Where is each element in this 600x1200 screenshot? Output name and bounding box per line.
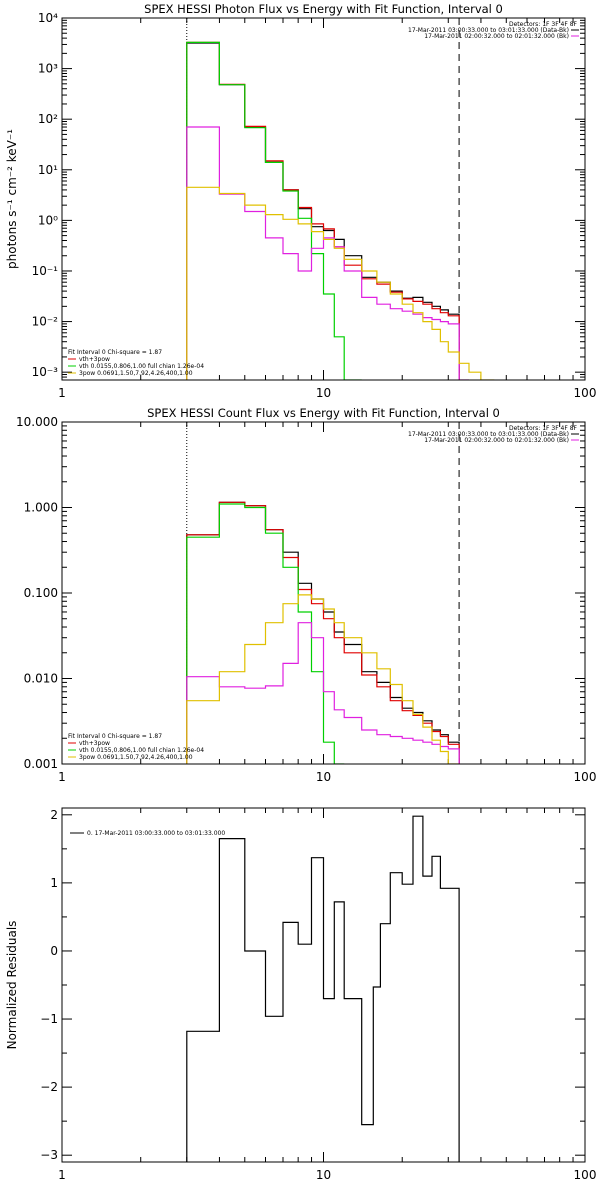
- series-group: [186, 815, 460, 1162]
- series-line-3: [186, 622, 460, 764]
- y-tick-label: 1: [50, 876, 58, 890]
- y-tick-label: 10¹: [38, 163, 58, 177]
- legend-entry-label: 17-Mar-2011 02:00:32.000 to 02:01:32.000…: [424, 33, 569, 40]
- series-line-1: [186, 41, 460, 380]
- legend-entry-label: vth+3pow: [79, 356, 110, 363]
- x-tick-label: 100: [574, 770, 597, 784]
- legend-entry-label: 0. 17-Mar-2011 03:00:33.000 to 03:01:33.…: [87, 830, 225, 837]
- x-tick-label: 1: [58, 1168, 66, 1182]
- chart-panel-0: SPEX HESSI Photon Flux vs Energy with Fi…: [5, 2, 596, 400]
- y-tick-label: 10²: [38, 112, 58, 126]
- y-tick-label: 10⁻²: [32, 315, 59, 329]
- plot-frame: [61, 807, 586, 1163]
- y-axis-label: Normalized Residuals: [5, 921, 19, 1050]
- x-tick-label: 1: [58, 386, 66, 400]
- y-tick-label: 10⁻¹: [32, 264, 59, 278]
- series-line-2: [186, 41, 362, 380]
- x-tick-label: 1: [58, 770, 66, 784]
- legend-entry-label: 17-Mar-2011 02:00:32.000 to 02:01:32.000…: [424, 437, 569, 444]
- x-tick-label: 10: [316, 1168, 331, 1182]
- y-tick-label: 0.100: [24, 586, 58, 600]
- x-tick-label: 100: [574, 386, 597, 400]
- y-tick-label: 10³: [38, 62, 58, 76]
- y-tick-label: 2: [50, 808, 58, 822]
- y-tick-label: −1: [40, 1012, 58, 1026]
- x-tick-label: 10: [316, 386, 331, 400]
- y-tick-label: 10⁰: [38, 213, 58, 227]
- y-tick-label: 1.000: [24, 501, 58, 515]
- y-tick-label: 10⁴: [38, 11, 58, 25]
- series-line-0: [186, 42, 460, 380]
- legend-entry-label: 17-Mar-2011 03:00:33.000 to 03:01:33.000…: [408, 27, 569, 34]
- legend-entry-label: 3pow 0.0691,1.50,7.92,4.26,400,1.00: [79, 370, 193, 377]
- legend-entry-label: vth 0.0155,0.806,1.00 full chian 1.26e-0…: [79, 363, 204, 370]
- y-axis-label: photons s⁻¹ cm⁻² keV⁻¹: [5, 129, 19, 269]
- legend-header: Fit Interval 0 Chi-square = 1.87: [68, 349, 162, 356]
- series-line-0: [186, 815, 460, 1162]
- y-tick-label: 0.010: [24, 672, 58, 686]
- x-tick-label: 10: [316, 770, 331, 784]
- chart-title: SPEX HESSI Count Flux vs Energy with Fit…: [147, 406, 500, 420]
- plot-frame: [61, 421, 586, 765]
- legend-header: Detectors: 1F 3F 4F 8F: [509, 21, 578, 28]
- y-tick-label: 0.001: [24, 757, 58, 771]
- y-tick-label: 10.000: [16, 415, 58, 429]
- series-line-4: [186, 186, 495, 380]
- chart-title: SPEX HESSI Photon Flux vs Energy with Fi…: [144, 2, 503, 16]
- series-line-3: [186, 126, 469, 380]
- series-line-4: [186, 594, 460, 764]
- plot-frame: [61, 17, 586, 381]
- series-line-2: [186, 503, 345, 764]
- chart-panel-2: Normalized Residuals 1 10 100 −3 −2 −1 0 1 2 0. 17…: [5, 807, 597, 1182]
- y-tick-label: 0: [50, 944, 58, 958]
- legend-header: Detectors: 1F 3F 4F 8F: [509, 425, 578, 432]
- legend-entry-label: vth 0.0155,0.806,1.00 full chian 1.26e-0…: [79, 747, 204, 754]
- y-tick-label: 10⁻³: [32, 365, 59, 379]
- chart-panel-1: SPEX HESSI Count Flux vs Energy with Fit…: [16, 406, 596, 784]
- legend-entry-label: vth+3pow: [79, 740, 110, 747]
- series-group: [186, 41, 495, 380]
- legend-header: Fit Interval 0 Chi-square = 1.87: [68, 733, 162, 740]
- legend-entry-label: 17-Mar-2011 03:00:33.000 to 03:01:33.000…: [408, 431, 569, 438]
- series-group: [186, 501, 460, 764]
- y-tick-label: −3: [40, 1148, 58, 1162]
- y-tick-label: −2: [40, 1080, 58, 1094]
- legend-entry-label: 3pow 0.0691,1.50,7.92,4.26,400,1.00: [79, 754, 193, 761]
- x-tick-label: 100: [574, 1168, 597, 1182]
